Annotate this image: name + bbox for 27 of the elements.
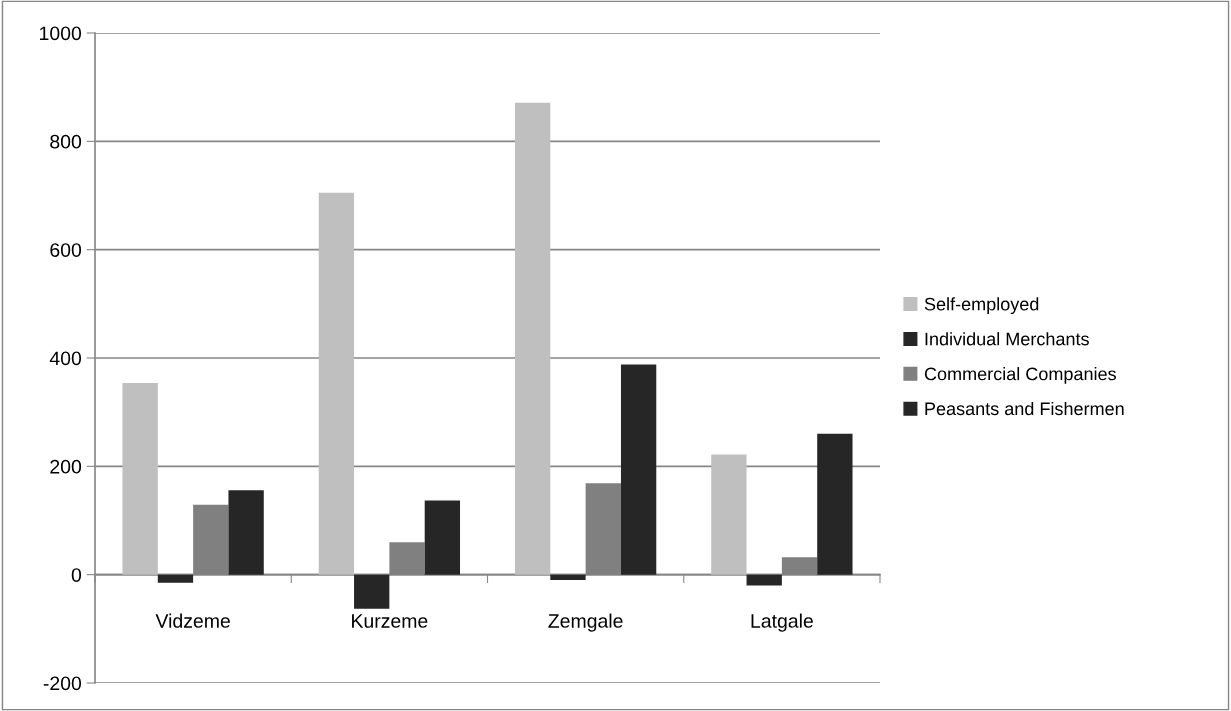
- bar: [354, 574, 390, 609]
- bar: [550, 574, 586, 581]
- x-tick-label: Kurzeme: [352, 614, 428, 628]
- x-tick-label: Vidzeme: [155, 613, 230, 628]
- y-tick-label: 200: [50, 459, 82, 474]
- legend-label: Individual Merchants: [925, 332, 1089, 346]
- legend-label: Commercial Companies: [924, 367, 1116, 384]
- y-tick-label: 1000: [40, 26, 82, 41]
- x-tick-label: Zemgale: [548, 613, 623, 632]
- bar: [318, 192, 355, 575]
- bar: [817, 433, 853, 575]
- y-tick-label: -200: [43, 676, 82, 691]
- bar: [122, 382, 158, 575]
- legend-label: Self-employed: [924, 297, 1039, 315]
- bar: [228, 490, 264, 575]
- y-tick-label: 0: [71, 568, 82, 582]
- y-tick-label: 800: [50, 134, 82, 149]
- y-tick-label: 600: [50, 243, 82, 257]
- bar: [746, 574, 782, 586]
- legend-label: Peasants and Fishermen: [925, 401, 1124, 416]
- bar: [514, 102, 551, 575]
- bar: [424, 500, 461, 575]
- y-tick-label: 400: [49, 351, 82, 366]
- bar: [620, 364, 657, 575]
- bar: [711, 454, 747, 575]
- bar: [157, 574, 194, 583]
- x-tick-label: Latgale: [751, 613, 813, 632]
